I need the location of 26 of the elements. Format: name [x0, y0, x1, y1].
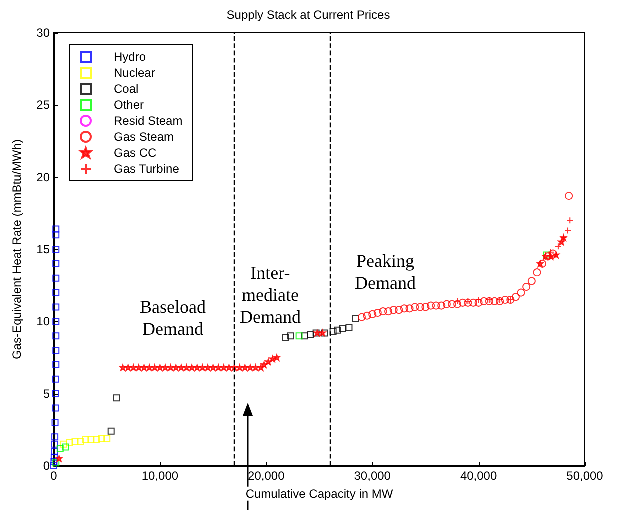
x-tick-label: 30,000: [354, 469, 392, 483]
annotation: Peaking Demand: [354, 251, 416, 293]
x-tick-label: 20,000: [248, 469, 286, 483]
legend-label: Other: [114, 98, 144, 112]
legend-label: Gas Steam: [114, 130, 174, 144]
x-tick-label: 40,000: [460, 469, 498, 483]
x-axis-title: Cumulative Capacity in MW: [246, 486, 394, 501]
legend-label: Gas Turbine: [114, 162, 180, 176]
y-tick-label: 0: [43, 459, 50, 473]
legend-label: Coal: [114, 82, 139, 96]
chart-title: Supply Stack at Current Prices: [226, 8, 390, 22]
legend-label: Hydro: [114, 50, 146, 64]
legend-label: Gas CC: [114, 146, 158, 160]
x-tick-label: 50,000: [566, 469, 604, 483]
legend-label: Resid Steam: [114, 114, 183, 128]
y-tick-label: 15: [36, 242, 50, 256]
annotation: Baseload Demand: [140, 297, 206, 339]
y-tick-label: 20: [36, 170, 50, 184]
y-axis-title: Gas-Equivalent Heat Rate (mmBtu/MWh): [10, 139, 24, 360]
legend-label: Nuclear: [114, 66, 156, 80]
x-tick-label: 10,000: [142, 469, 179, 483]
y-tick-label: 30: [36, 26, 50, 40]
annotation: Inter- mediate Demand: [240, 263, 301, 327]
y-tick-label: 10: [36, 314, 50, 329]
y-tick-label: 25: [36, 98, 50, 112]
y-tick-label: 5: [43, 386, 50, 401]
